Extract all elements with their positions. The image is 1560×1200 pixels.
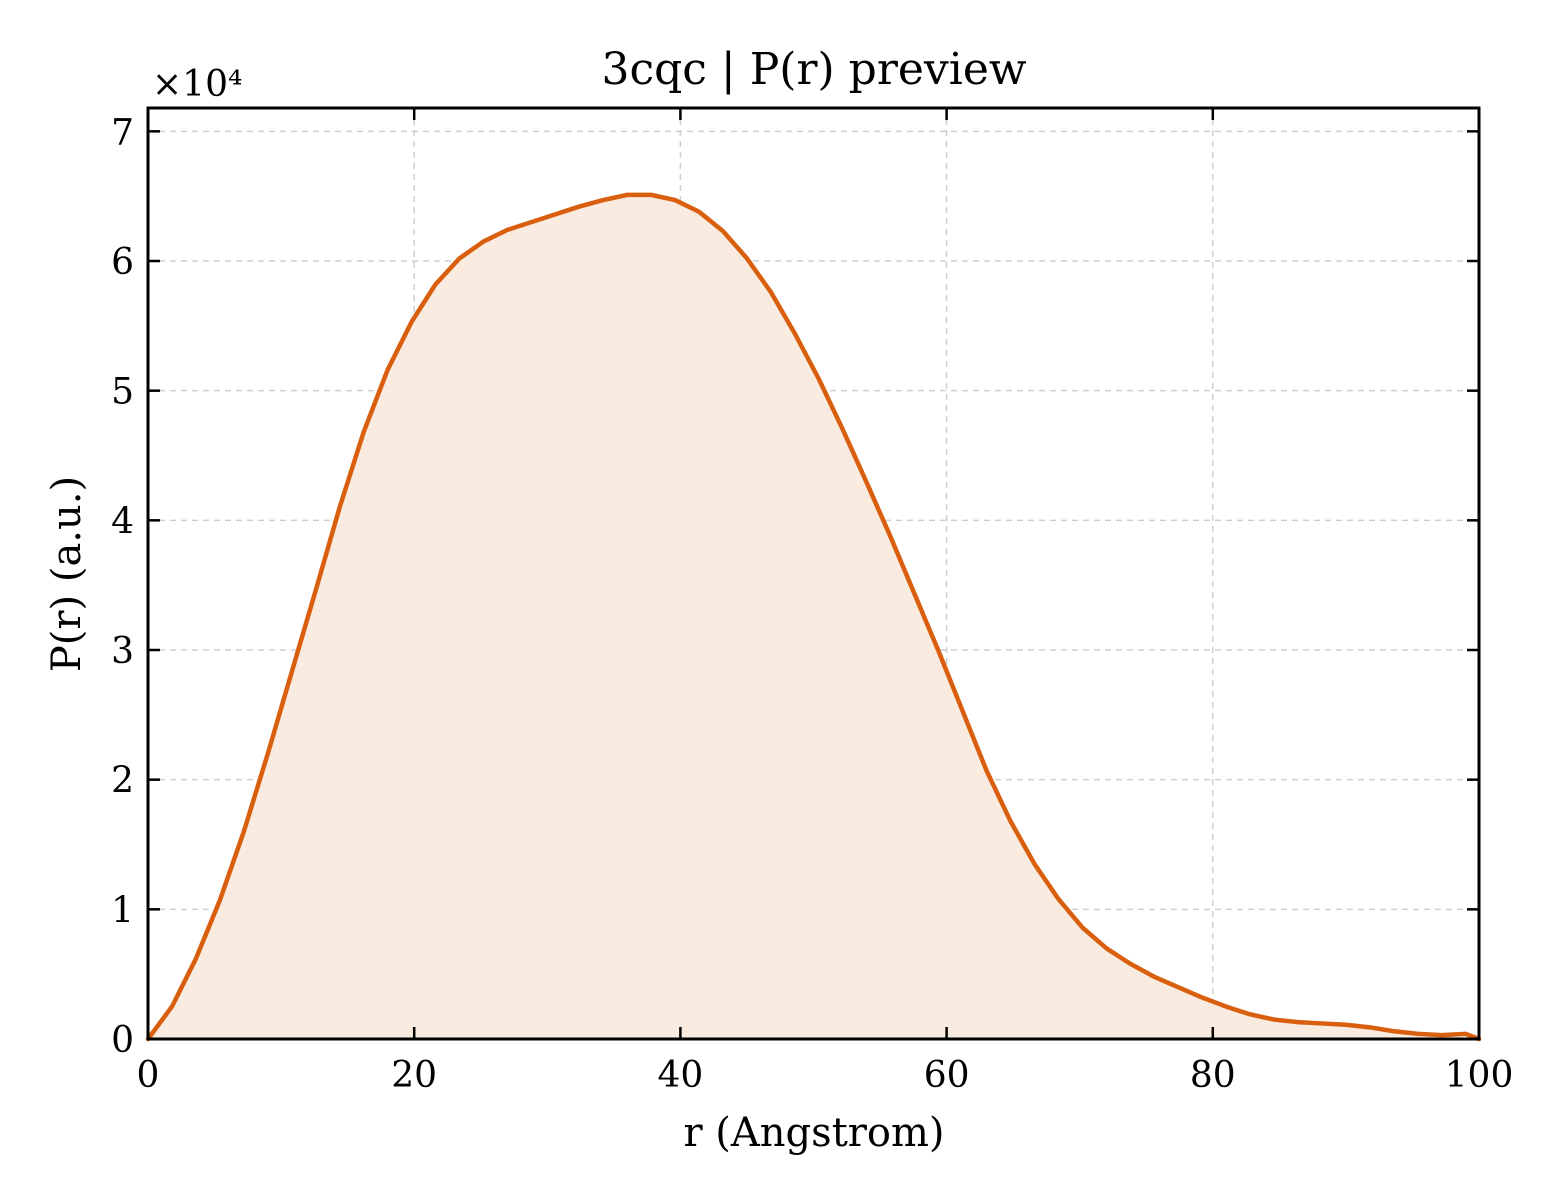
chart-title: 3cqc | P(r) preview: [601, 44, 1026, 95]
y-tick-label: 6: [111, 242, 134, 283]
y-tick-label: 1: [111, 890, 134, 931]
y-multiplier-label: ×10⁴: [152, 64, 242, 105]
series-line: [145, 192, 1482, 1042]
x-tick-label: 60: [924, 1055, 970, 1096]
y-tick-label: 3: [111, 631, 134, 672]
y-tick-label: 5: [111, 372, 134, 413]
plot-area: [145, 192, 1482, 1042]
x-tick-label: 40: [657, 1055, 703, 1096]
x-tick-label: 80: [1190, 1055, 1236, 1096]
series-fill-area: [148, 194, 1479, 1039]
x-tick-label: 100: [1445, 1055, 1514, 1096]
y-tick-label: 2: [111, 761, 134, 802]
plot-frame: [146, 106, 1481, 1041]
x-tick-label: 20: [391, 1055, 437, 1096]
x-tick-label: 0: [137, 1055, 160, 1096]
x-axis-label: r (Angstrom): [683, 1110, 944, 1156]
x-tick-labels: 0 20 40 60 80 100: [137, 1055, 1514, 1096]
y-tick-labels: 0 1 2 3 4 5 6 7: [111, 112, 134, 1061]
y-axis-label: P(r) (a.u.): [44, 476, 90, 672]
y-tick-label: 0: [111, 1020, 134, 1061]
y-tick-label: 7: [111, 112, 134, 153]
y-tick-label: 4: [111, 501, 134, 542]
